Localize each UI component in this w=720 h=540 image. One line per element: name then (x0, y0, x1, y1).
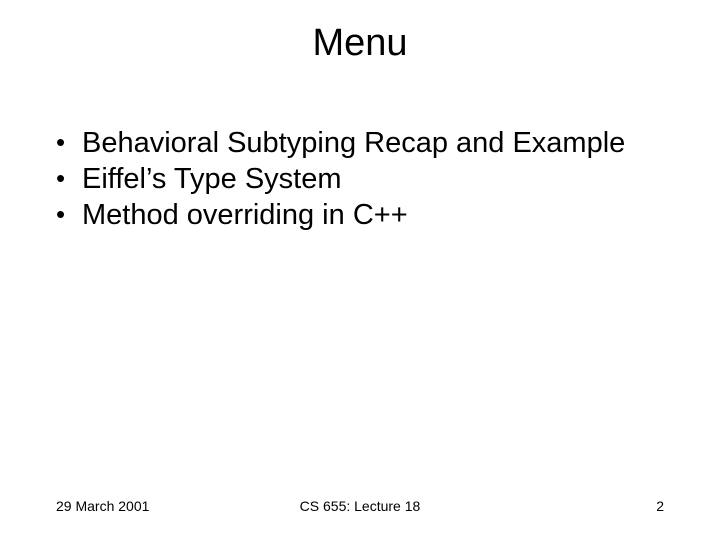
list-item: Method overriding in C++ (52, 198, 668, 234)
list-item: Behavioral Subtyping Recap and Example (52, 126, 668, 162)
bullet-list: Behavioral Subtyping Recap and Example E… (52, 126, 668, 234)
slide-body: Behavioral Subtyping Recap and Example E… (52, 126, 668, 234)
slide-title: Menu (0, 22, 720, 65)
footer-course: CS 655: Lecture 18 (0, 498, 720, 514)
list-item: Eiffel’s Type System (52, 162, 668, 198)
slide: Menu Behavioral Subtyping Recap and Exam… (0, 0, 720, 540)
footer-page-number: 2 (656, 498, 664, 514)
